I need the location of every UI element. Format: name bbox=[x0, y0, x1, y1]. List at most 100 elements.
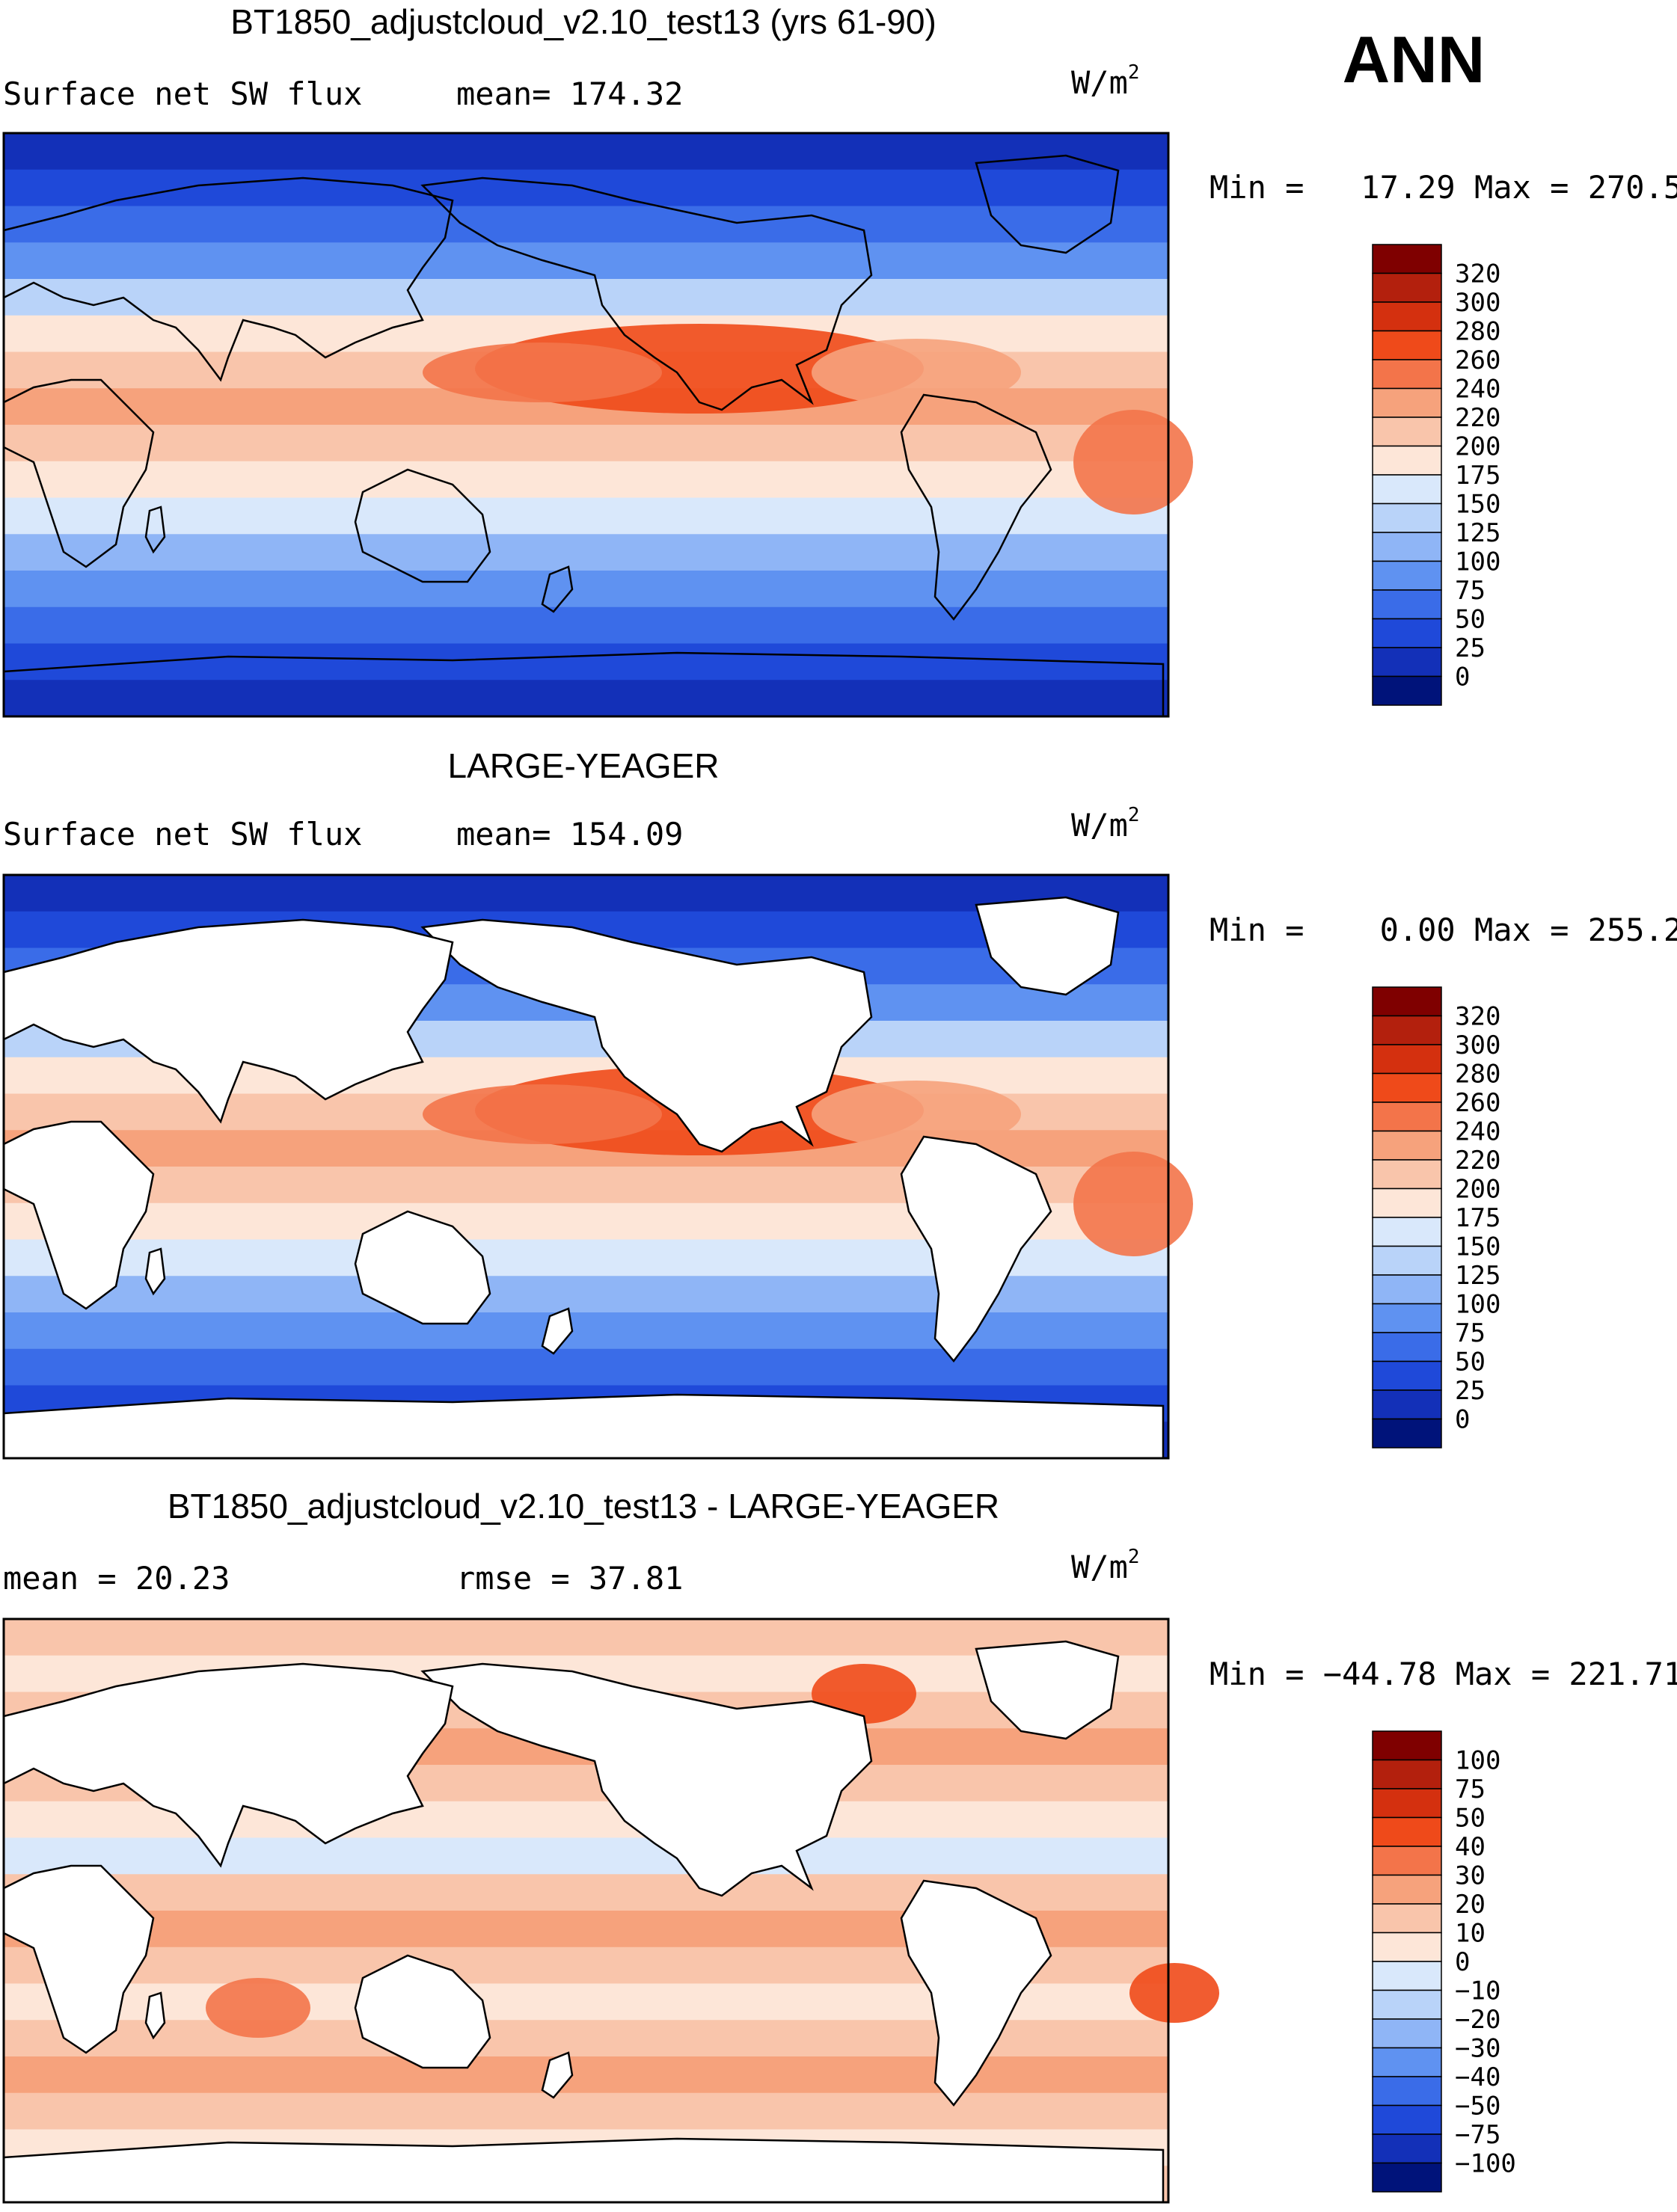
field-maximum bbox=[1129, 1963, 1219, 2023]
colorbar-tick-label: 10 bbox=[1455, 1919, 1486, 1949]
field-maximum bbox=[812, 339, 1021, 406]
colorbar-swatch bbox=[1372, 532, 1442, 562]
colorbar-tick-label: 240 bbox=[1455, 375, 1500, 405]
colorbar-tick-label: 125 bbox=[1455, 518, 1500, 548]
colorbar-tick-label: 0 bbox=[1455, 663, 1470, 692]
colorbar-swatch bbox=[1372, 1072, 1442, 1103]
colorbar-swatch bbox=[1372, 1961, 1442, 1991]
colorbar-tick-label: 100 bbox=[1455, 547, 1500, 577]
colorbar-tick-label: 260 bbox=[1455, 345, 1500, 375]
colorbar-swatch bbox=[1372, 1274, 1442, 1305]
panel-3: BT1850_adjustcloud_v2.10_test13 - LARGE-… bbox=[2, 1487, 1677, 2204]
colorbar-swatch bbox=[1372, 2076, 1442, 2107]
field-maximum bbox=[1073, 410, 1193, 514]
colorbar-swatch bbox=[1372, 1303, 1442, 1333]
colorbar-swatch bbox=[1372, 330, 1442, 360]
panel-stat-label: rmse = 37.81 bbox=[456, 1560, 683, 1597]
colorbar-swatch bbox=[1372, 986, 1442, 1017]
colorbar-tick-label: 50 bbox=[1455, 1348, 1486, 1377]
colorbar-swatch bbox=[1372, 1874, 1442, 1905]
colorbar-tick-label: −20 bbox=[1455, 2005, 1500, 2035]
colorbar-swatch bbox=[1372, 1015, 1442, 1045]
colorbar-tick-label: 320 bbox=[1455, 1002, 1500, 1032]
colorbar-swatch bbox=[1372, 1360, 1442, 1391]
panel-stat-label: mean= 154.09 bbox=[456, 816, 683, 852]
colorbar-swatch bbox=[1372, 1332, 1442, 1362]
colorbar-tick-label: 300 bbox=[1455, 288, 1500, 318]
colorbar-swatch bbox=[1372, 2133, 1442, 2164]
colorbar-swatch bbox=[1372, 2104, 1442, 2135]
colorbar-swatch bbox=[1372, 1245, 1442, 1276]
panel-title: LARGE-YEAGER bbox=[448, 746, 720, 785]
field-band bbox=[4, 2056, 1168, 2094]
units-label: W/m2 bbox=[1071, 804, 1140, 844]
colorbar-swatch bbox=[1372, 1903, 1442, 1934]
field-band bbox=[4, 606, 1168, 645]
colorbar-tick-label: 20 bbox=[1455, 1890, 1486, 1920]
field-band bbox=[4, 875, 1168, 912]
colorbar-swatch bbox=[1372, 1389, 1442, 1420]
colorbar-tick-label: 0 bbox=[1455, 1405, 1470, 1435]
colorbar-tick-label: −30 bbox=[1455, 2034, 1500, 2064]
colorbar-swatch bbox=[1372, 618, 1442, 648]
field-maximum bbox=[812, 1081, 1021, 1148]
colorbar-swatch bbox=[1372, 359, 1442, 390]
map-frame bbox=[2, 873, 1170, 1460]
colorbar-swatch bbox=[1372, 1989, 1442, 2020]
colorbar-swatch bbox=[1372, 1102, 1442, 1132]
field-band bbox=[4, 1348, 1168, 1386]
colorbar-tick-label: 0 bbox=[1455, 1947, 1470, 1977]
units-label: W/m2 bbox=[1071, 1546, 1140, 1585]
colorbar-tick-label: 150 bbox=[1455, 490, 1500, 520]
colorbar-swatch bbox=[1372, 2047, 1442, 2077]
colorbar-swatch bbox=[1372, 301, 1442, 332]
colorbar-swatch bbox=[1372, 1730, 1442, 1761]
colorbar-swatch bbox=[1372, 417, 1442, 447]
colorbar-tick-label: 260 bbox=[1455, 1088, 1500, 1118]
map-frame bbox=[2, 1617, 1170, 2204]
colorbar-tick-label: 75 bbox=[1455, 576, 1486, 606]
colorbar-tick-label: 300 bbox=[1455, 1030, 1500, 1060]
colorbar-swatch bbox=[1372, 1932, 1442, 1962]
colorbar-tick-label: 125 bbox=[1455, 1261, 1500, 1291]
colorbar-tick-label: 200 bbox=[1455, 1175, 1500, 1205]
field-band bbox=[4, 1312, 1168, 1350]
colorbar-tick-label: 200 bbox=[1455, 432, 1500, 462]
panel-2: LARGE-YEAGER Surface net SW flux mean= 154… bbox=[2, 746, 1677, 1460]
field-maximum bbox=[1073, 1152, 1193, 1256]
season-label: ANN bbox=[1343, 22, 1486, 96]
colorbar-swatch bbox=[1372, 2162, 1442, 2193]
panel-left-label: Surface net SW flux bbox=[3, 816, 362, 852]
colorbar-tick-label: 220 bbox=[1455, 1146, 1500, 1176]
colorbar-swatch bbox=[1372, 1044, 1442, 1075]
field-band bbox=[4, 1619, 1168, 1656]
colorbar-tick-label: 25 bbox=[1455, 633, 1486, 663]
panel-stat-label: mean= 174.32 bbox=[456, 76, 683, 112]
colorbar-swatch bbox=[1372, 675, 1442, 706]
field-band bbox=[4, 1837, 1168, 1875]
map-frame bbox=[2, 132, 1170, 718]
colorbar-tick-label: 175 bbox=[1455, 461, 1500, 491]
units-label: W/m2 bbox=[1071, 61, 1140, 101]
field-maximum bbox=[423, 342, 662, 402]
colorbar-swatch bbox=[1372, 1788, 1442, 1819]
colorbar-tick-label: −10 bbox=[1455, 1976, 1500, 2006]
min-max-label: Min = 17.29 Max = 270.58 bbox=[1210, 169, 1677, 206]
colorbar-tick-label: 220 bbox=[1455, 403, 1500, 433]
colorbar-swatch bbox=[1372, 474, 1442, 505]
colorbar-swatch bbox=[1372, 589, 1442, 620]
colorbar-tick-label: 25 bbox=[1455, 1376, 1486, 1406]
panel-title: BT1850_adjustcloud_v2.10_test13 - LARGE-… bbox=[168, 1487, 999, 1526]
colorbar-tick-label: 150 bbox=[1455, 1232, 1500, 1262]
colorbar-swatch bbox=[1372, 445, 1442, 476]
colorbar-swatch bbox=[1372, 647, 1442, 678]
colorbar-swatch bbox=[1372, 1759, 1442, 1789]
map bbox=[2, 1617, 1219, 2204]
colorbar-swatch bbox=[1372, 387, 1442, 418]
colorbar-swatch bbox=[1372, 560, 1442, 591]
colorbar-tick-label: 280 bbox=[1455, 1060, 1500, 1090]
